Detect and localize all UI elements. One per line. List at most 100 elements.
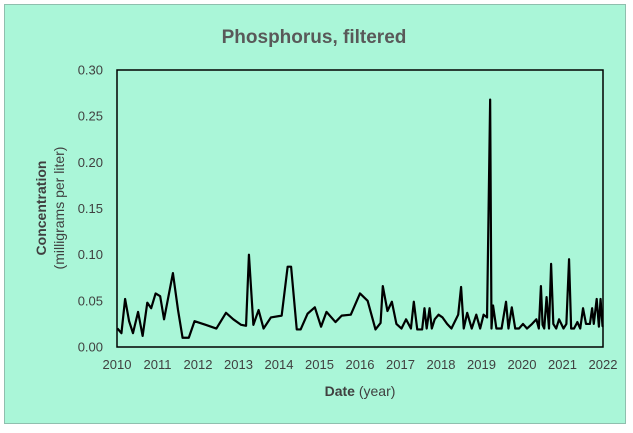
x-tick-label: 2010 [103,357,132,372]
data-point [522,323,524,325]
data-point [450,327,453,330]
data-point [463,327,465,330]
data-point [568,258,570,260]
data-point [172,272,174,274]
data-point [426,327,428,330]
data-point [538,327,540,330]
x-tick-label: 2011 [144,357,172,372]
data-point [193,320,196,322]
data-point [232,318,234,320]
data-point [306,313,309,315]
data-point [507,327,510,330]
data-point [492,304,494,307]
data-point [434,318,436,320]
data-point [248,254,250,256]
y-tick-label: 0.05 [78,293,103,308]
y-tick-label: 0.00 [78,340,103,355]
data-point [495,327,497,330]
x-tick-label: 2015 [305,357,334,372]
data-point [505,301,507,303]
data-point [562,327,565,330]
data-point [300,328,302,331]
data-point [479,327,481,330]
data-point [225,312,227,314]
data-point [545,296,548,298]
data-point [245,325,247,327]
x-tick-label: 2016 [346,357,375,372]
data-point [188,337,190,339]
data-point [159,295,161,297]
y-tick-label: 0.25 [78,109,103,124]
data-point [334,321,337,323]
data-point [142,335,144,337]
data-point [576,321,578,323]
data-point [466,312,468,314]
data-point [486,316,488,319]
data-point [350,314,352,316]
data-point [555,327,557,330]
plot-area [116,69,604,348]
data-point [314,306,316,308]
data-point [421,328,423,331]
data-point [413,301,415,303]
data-point [511,306,513,308]
data-point [441,316,444,319]
data-point [205,324,207,326]
data-point [240,324,242,326]
data-point [518,327,520,330]
data-point [405,318,407,320]
x-tick-label: 2017 [386,357,415,372]
data-point [428,307,431,309]
data-point [550,263,552,265]
data-point [296,328,298,331]
data-point [490,327,493,330]
data-point [541,324,544,326]
x-tick-label: 2014 [265,357,294,372]
data-point [582,307,584,309]
chart-frame [4,4,626,424]
data-point [379,322,382,324]
data-point [359,292,361,295]
data-point [341,315,343,317]
data-point [585,323,587,325]
data-point [531,323,533,325]
series-group [116,98,604,339]
data-point [290,266,292,268]
data-point [382,285,384,287]
data-point [374,328,377,331]
data-point [591,307,593,309]
data-point [526,327,528,330]
data-point [548,327,550,330]
y-tick-label: 0.10 [78,247,103,262]
data-point [132,332,134,334]
x-tick-label: 2013 [224,357,253,372]
data-point [163,318,165,320]
data-point [471,327,473,330]
data-point [252,324,254,326]
data-point [137,311,139,313]
data-point [416,328,418,331]
data-point [287,266,289,268]
data-point [116,327,119,330]
data-point [367,300,369,302]
data-point [215,327,217,330]
data-point [177,309,179,311]
chart-title: Phosphorus, filtered [222,27,407,48]
data-point [593,323,595,325]
x-tick-label: 2022 [589,357,618,372]
data-point [558,318,560,320]
data-point [155,292,157,295]
data-point [325,311,328,313]
data-point [395,323,398,325]
x-tick-label: 2019 [467,357,496,372]
data-point [589,323,591,325]
x-axis-title-unit: (year) [355,383,395,399]
data-point [500,327,503,330]
y-axis-title-line2: (milligrams per liter) [51,147,67,270]
data-point [460,286,462,288]
data-point [599,298,602,300]
y-tick-labels: 0.00 0.05 0.10 0.15 0.20 0.25 0.30 [78,63,103,355]
data-point [320,326,322,328]
x-axis-title-bold: Date [325,383,356,399]
